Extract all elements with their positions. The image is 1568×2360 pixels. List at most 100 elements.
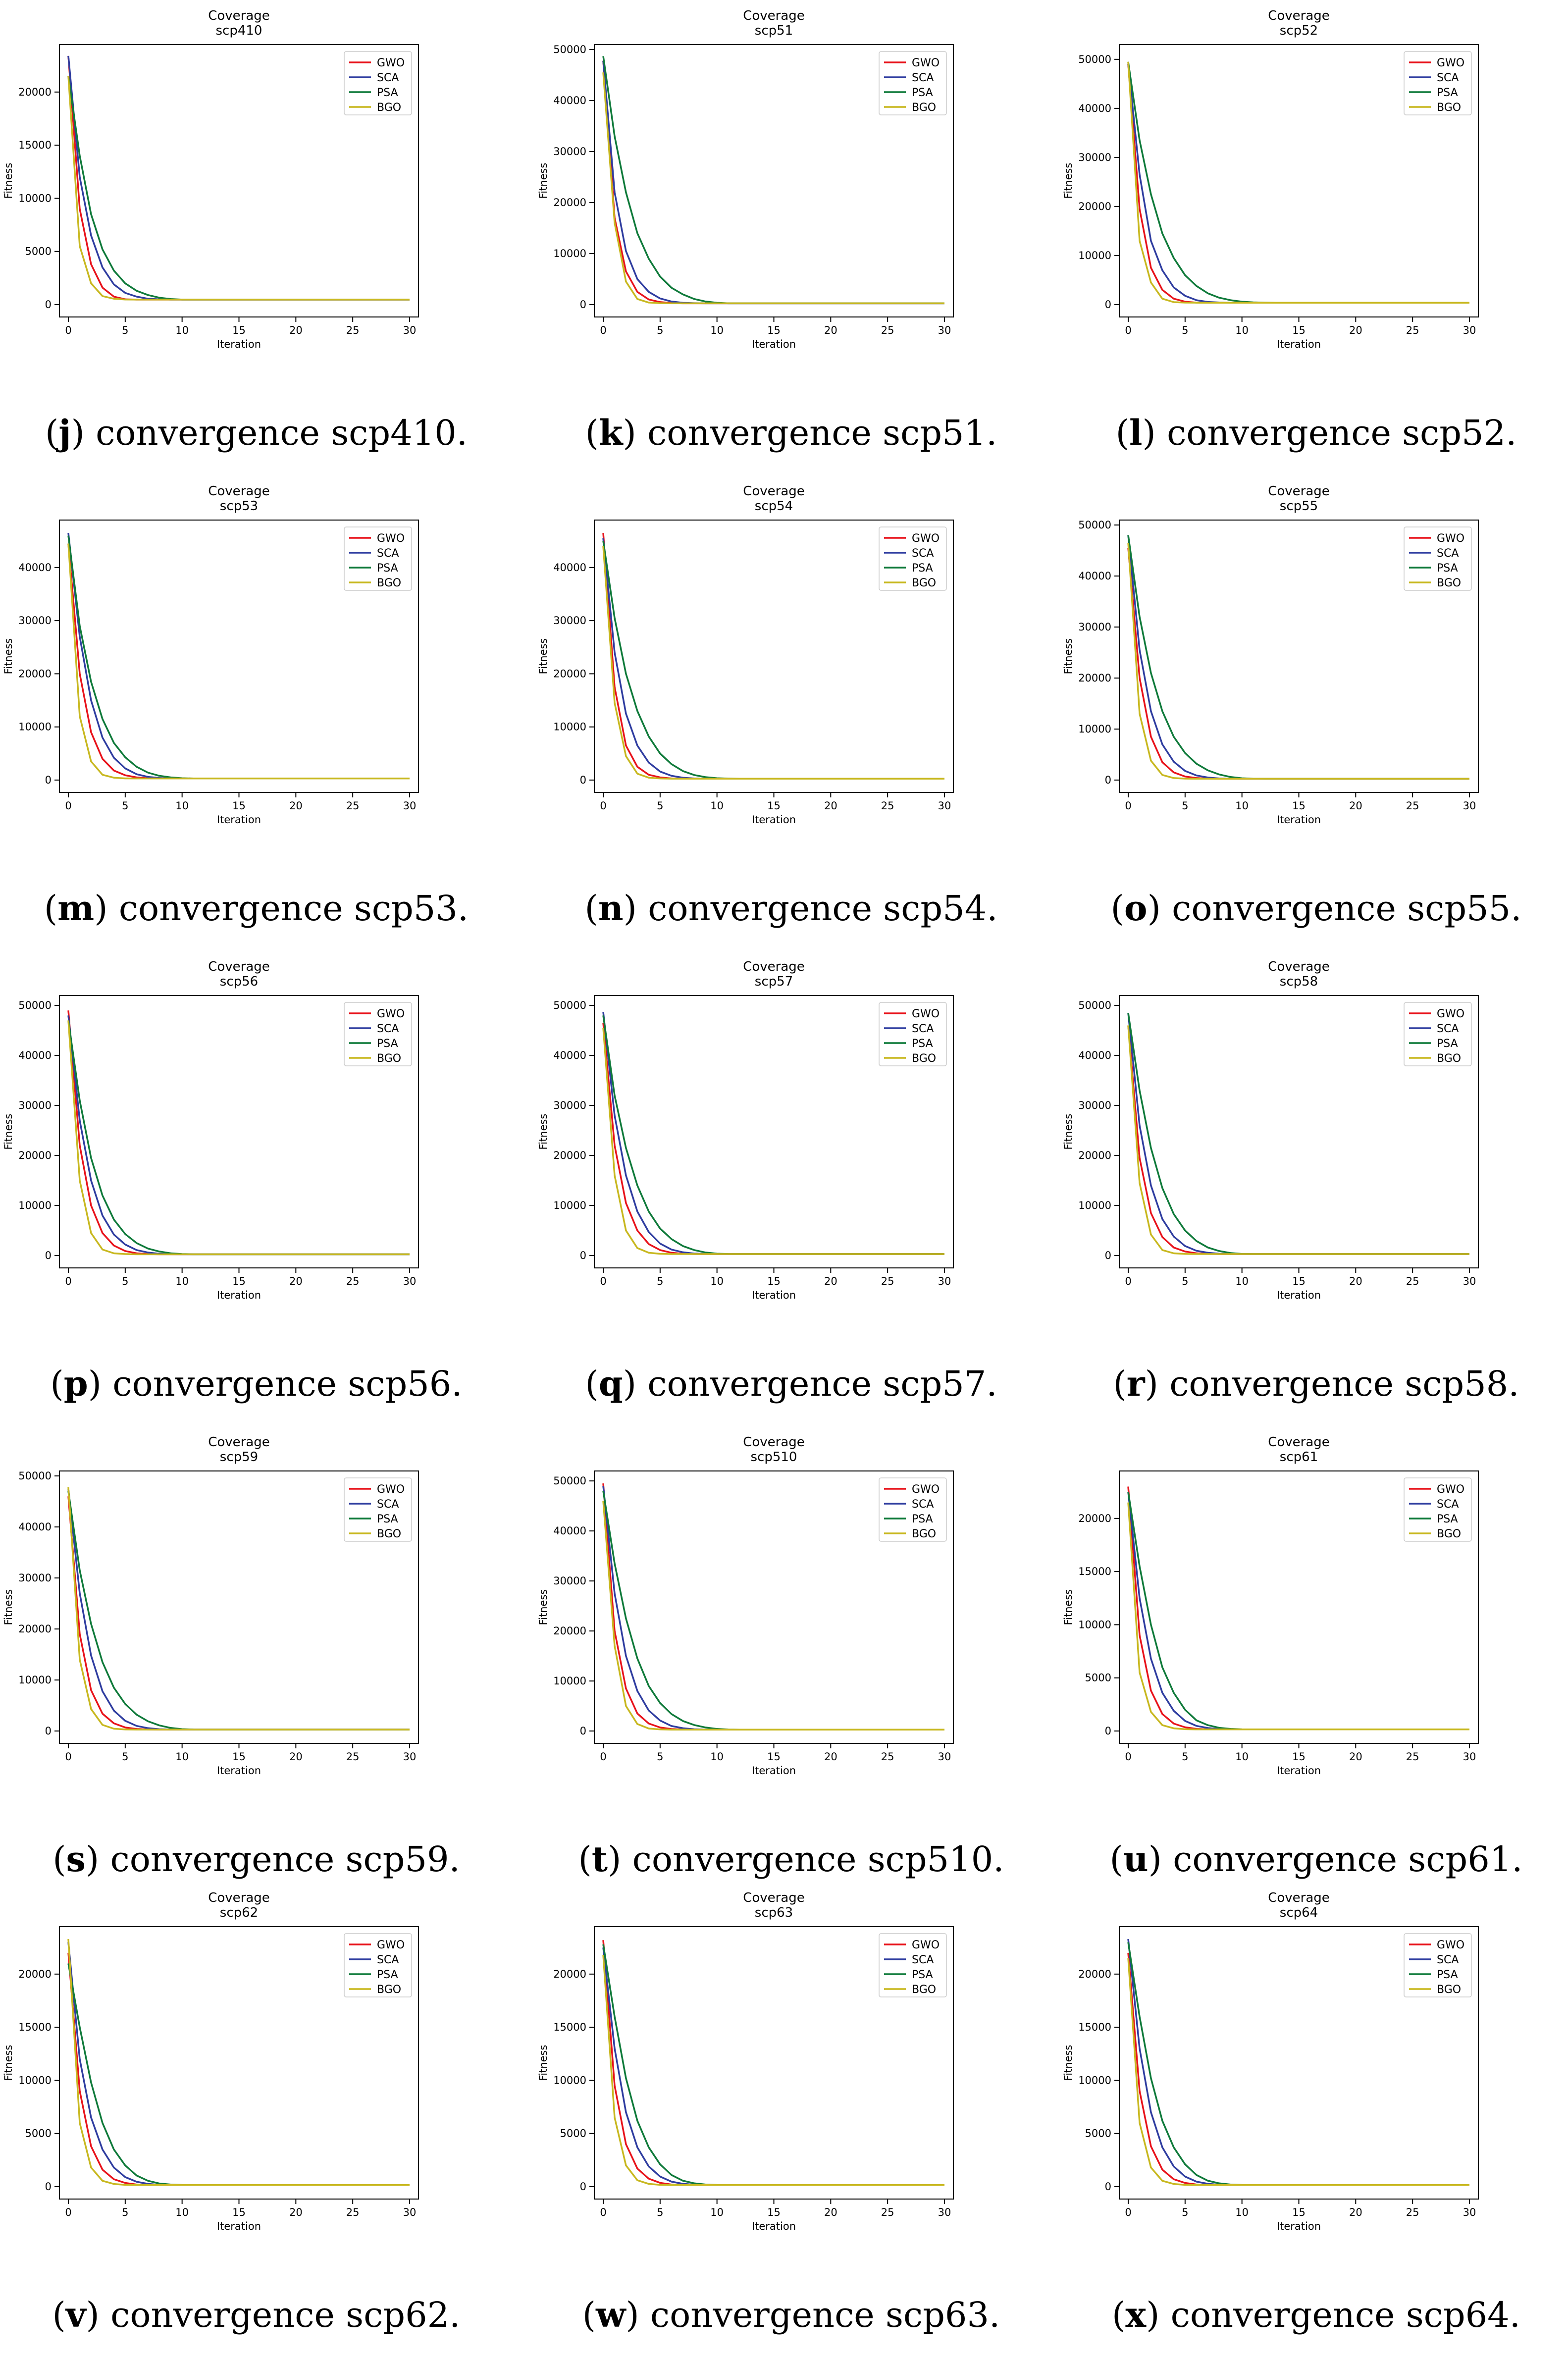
y-tick-label: 50000 — [1078, 519, 1111, 531]
x-tick-label: 0 — [65, 1751, 71, 1763]
legend-label-psa: PSA — [912, 87, 933, 99]
legend-box — [1404, 526, 1472, 591]
caption-text: convergence scp51. — [647, 413, 997, 453]
y-tick-label: 15000 — [1078, 2021, 1111, 2033]
x-tick-label: 15 — [232, 1275, 246, 1287]
chart-title: Coverage — [743, 8, 805, 23]
legend-box — [344, 1933, 412, 1997]
x-tick-label: 20 — [1349, 800, 1362, 812]
x-tick-label: 5 — [657, 2206, 663, 2218]
y-tick-label: 0 — [45, 774, 52, 786]
y-tick-label: 40000 — [553, 562, 586, 574]
y-tick-label: 0 — [1105, 1250, 1111, 1261]
y-tick-label: 40000 — [553, 95, 586, 106]
legend-box — [344, 1002, 412, 1066]
chart-title: Coverage — [743, 484, 805, 499]
y-axis-label: Fitness — [1062, 2045, 1074, 2081]
x-tick-label: 5 — [1182, 1275, 1188, 1287]
x-tick-label: 0 — [65, 800, 71, 812]
legend: GWO SCA PSA BGO — [879, 51, 947, 115]
x-tick-label: 10 — [710, 2206, 724, 2218]
x-tick-label: 0 — [600, 2206, 606, 2218]
figure-caption: (u) convergence scp61. — [1109, 1838, 1523, 1880]
legend-label-bgo: BGO — [377, 1052, 401, 1065]
legend-label-sca: SCA — [1437, 72, 1459, 84]
legend-label-gwo: GWO — [912, 1008, 940, 1020]
legend-box — [879, 1002, 947, 1066]
y-tick-label: 0 — [45, 1725, 52, 1737]
y-tick-label: 20000 — [18, 1968, 52, 1980]
x-axis-label: Iteration — [1277, 814, 1321, 826]
legend-box — [344, 526, 412, 591]
y-axis-label: Fitness — [2, 163, 14, 199]
caption-text: convergence scp410. — [96, 413, 468, 453]
chart-panel-scp52: Coverage scp52 0 5 10 15 20 25 30 0 10000 20000 3000… — [1060, 0, 1568, 475]
y-tick-label: 30000 — [553, 1100, 586, 1111]
legend-label-sca: SCA — [377, 1498, 399, 1511]
legend-label-gwo: GWO — [912, 1939, 940, 1951]
x-tick-label: 30 — [403, 800, 417, 812]
chart-title: Coverage — [743, 1890, 805, 1905]
series-line-bgo — [67, 1020, 410, 1256]
x-tick-label: 10 — [175, 800, 189, 812]
legend-label-psa: PSA — [377, 87, 398, 99]
y-tick-label: 50000 — [553, 1475, 586, 1487]
x-tick-label: 30 — [1463, 1275, 1476, 1287]
y-tick-label: 30000 — [1078, 621, 1111, 633]
x-tick-label: 20 — [289, 1275, 303, 1287]
chart-panel-scp57: Coverage scp57 0 5 10 15 20 25 30 0 10000 20000 3000… — [535, 951, 1047, 1426]
legend-label-gwo: GWO — [377, 532, 405, 545]
x-tick-label: 25 — [881, 2206, 894, 2218]
x-axis-label: Iteration — [752, 2220, 796, 2232]
x-tick-label: 10 — [175, 1275, 189, 1287]
x-tick-label: 20 — [824, 324, 837, 336]
x-tick-label: 20 — [824, 800, 837, 812]
x-tick-label: 10 — [175, 2206, 189, 2218]
legend-label-bgo: BGO — [377, 1528, 401, 1540]
y-tick-label: 20000 — [553, 668, 586, 680]
legend: GWO SCA PSA BGO — [344, 1933, 412, 1997]
x-tick-label: 25 — [346, 1751, 360, 1763]
caption-letter: s — [66, 1838, 86, 1880]
x-tick-label: 0 — [65, 2206, 71, 2218]
x-tick-label: 10 — [175, 1751, 189, 1763]
y-axis-label: Fitness — [2, 638, 14, 675]
y-tick-label: 30000 — [553, 1575, 586, 1587]
y-tick-label: 5000 — [1085, 2128, 1111, 2140]
y-tick-label: 0 — [580, 1725, 586, 1737]
y-tick-label: 20000 — [1078, 1968, 1111, 1980]
x-axis-label: Iteration — [217, 814, 261, 826]
caption-text: convergence scp57. — [647, 1364, 997, 1404]
x-tick-label: 30 — [938, 1275, 951, 1287]
legend-label-sca: SCA — [377, 72, 399, 84]
chart-subtitle: scp51 — [755, 23, 793, 38]
x-tick-label: 0 — [600, 324, 606, 336]
x-tick-label: 10 — [710, 1275, 724, 1287]
y-tick-label: 30000 — [1078, 152, 1111, 163]
legend-box — [879, 526, 947, 591]
legend: GWO SCA PSA BGO — [1404, 1477, 1472, 1542]
y-tick-label: 40000 — [1078, 570, 1111, 582]
chart-title: Coverage — [1268, 484, 1330, 499]
chart-subtitle: scp61 — [1280, 1450, 1318, 1465]
legend-box — [879, 51, 947, 115]
caption-text: convergence scp58. — [1169, 1364, 1519, 1404]
y-tick-label: 5000 — [1085, 1672, 1111, 1684]
x-tick-label: 10 — [1235, 800, 1249, 812]
legend-label-gwo: GWO — [1437, 1483, 1464, 1496]
x-tick-label: 15 — [1292, 2206, 1306, 2218]
chart-title: Coverage — [1268, 1435, 1330, 1450]
caption-text: convergence scp510. — [632, 1839, 1004, 1880]
y-tick-label: 10000 — [18, 192, 52, 204]
x-tick-label: 15 — [1292, 324, 1306, 336]
x-tick-label: 25 — [1406, 2206, 1419, 2218]
legend: GWO SCA PSA BGO — [879, 1477, 947, 1542]
x-tick-label: 30 — [1463, 324, 1476, 336]
y-axis-label: Fitness — [537, 163, 549, 199]
chart-subtitle: scp57 — [755, 974, 793, 989]
y-tick-label: 20000 — [553, 1150, 586, 1161]
figure-caption: (s) convergence scp59. — [52, 1838, 460, 1880]
y-tick-label: 10000 — [1078, 2074, 1111, 2086]
